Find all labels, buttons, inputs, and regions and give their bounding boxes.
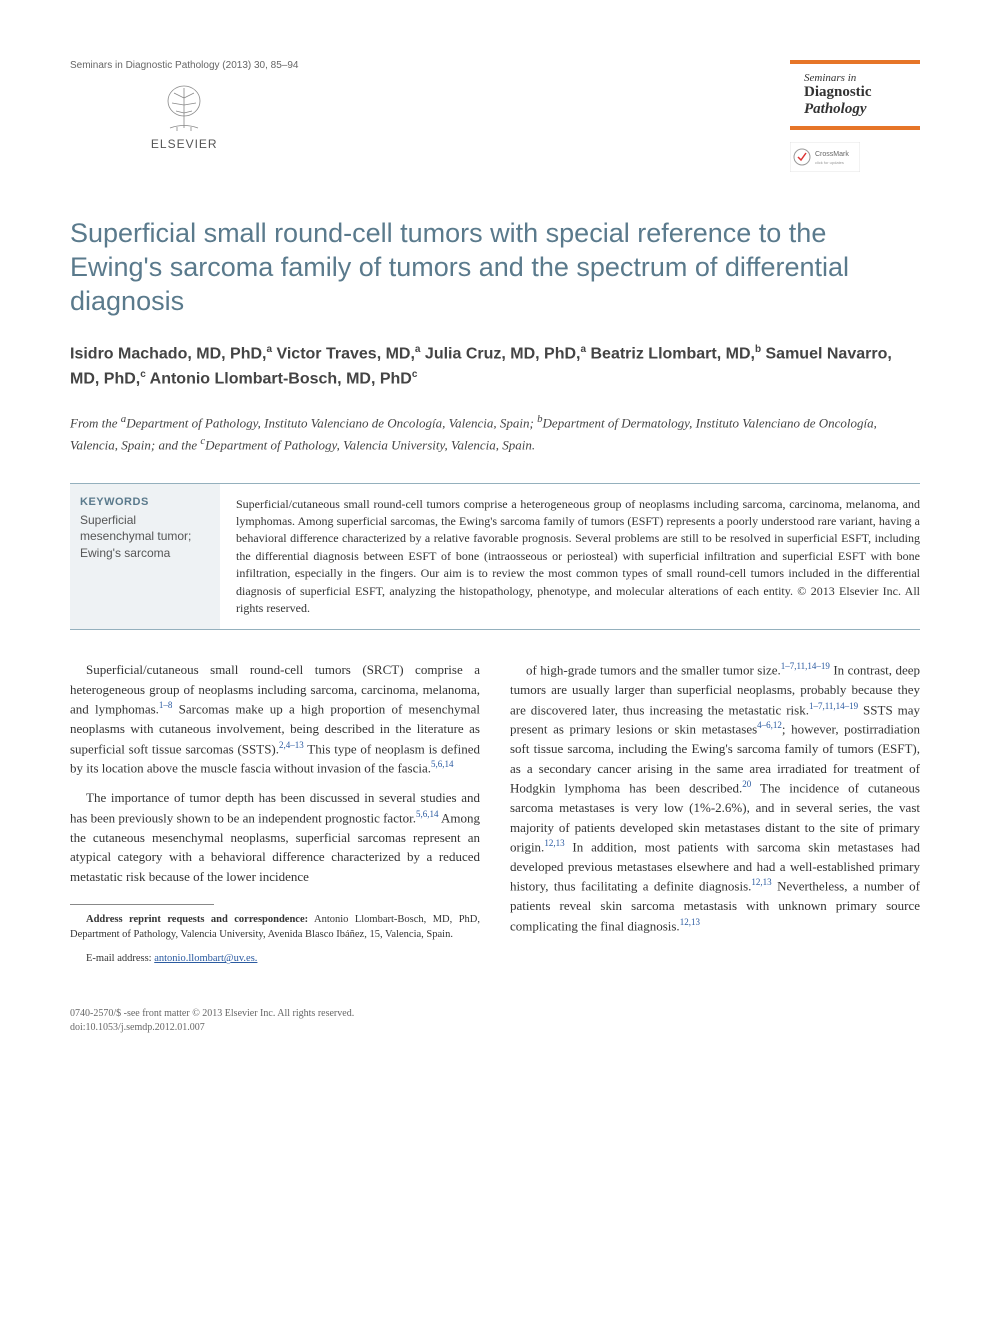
- abstract-text: Superficial/cutaneous small round-cell t…: [220, 484, 920, 630]
- copyright-line: 0740-2570/$ -see front matter © 2013 Els…: [70, 1007, 920, 1021]
- body-columns: Superficial/cutaneous small round-cell t…: [70, 660, 920, 977]
- publisher-block: ELSEVIER: [70, 83, 298, 151]
- journal-title-box: Seminars in Diagnostic Pathology: [790, 60, 920, 130]
- journal-box-line2: Diagnostic: [804, 84, 906, 101]
- crossmark-icon[interactable]: CrossMark click for updates: [790, 142, 860, 172]
- email-label: E-mail address:: [86, 953, 154, 964]
- journal-box-line3: Pathology: [804, 101, 906, 118]
- abstract-block: KEYWORDS Superficial mesenchymal tumor; …: [70, 483, 920, 631]
- doi-line: doi:10.1053/j.semdp.2012.01.007: [70, 1021, 920, 1035]
- elsevier-tree-icon: [162, 83, 207, 133]
- keywords-text: Superficial mesenchymal tumor; Ewing's s…: [70, 512, 206, 562]
- email-footnote: E-mail address: antonio.llombart@uv.es.: [70, 952, 480, 967]
- journal-box-line1: Seminars in: [804, 72, 906, 84]
- keywords-heading: KEYWORDS: [70, 496, 206, 508]
- correspondence-email-link[interactable]: antonio.llombart@uv.es.: [154, 953, 257, 964]
- body-paragraph: The importance of tumor depth has been d…: [70, 788, 480, 886]
- right-column: of high-grade tumors and the smaller tum…: [510, 660, 920, 977]
- journal-reference: Seminars in Diagnostic Pathology (2013) …: [70, 60, 298, 71]
- footnote-rule: [70, 904, 214, 905]
- author-list: Isidro Machado, MD, PhD,a Victor Traves,…: [70, 342, 920, 391]
- svg-text:CrossMark: CrossMark: [815, 151, 849, 158]
- keywords-column: KEYWORDS Superficial mesenchymal tumor; …: [70, 484, 220, 630]
- affiliations: From the aDepartment of Pathology, Insti…: [70, 411, 920, 455]
- publisher-name: ELSEVIER: [151, 137, 218, 151]
- svg-text:click for updates: click for updates: [815, 160, 844, 165]
- correspondence-label: Address reprint requests and corresponde…: [86, 914, 308, 925]
- body-paragraph: of high-grade tumors and the smaller tum…: [510, 660, 920, 935]
- header-right: Seminars in Diagnostic Pathology CrossMa…: [790, 60, 920, 177]
- page-header: Seminars in Diagnostic Pathology (2013) …: [70, 60, 920, 177]
- left-column: Superficial/cutaneous small round-cell t…: [70, 660, 480, 977]
- page-footer: 0740-2570/$ -see front matter © 2013 Els…: [70, 1007, 920, 1035]
- article-title: Superficial small round-cell tumors with…: [70, 217, 920, 318]
- correspondence-footnote: Address reprint requests and corresponde…: [70, 913, 480, 942]
- body-paragraph: Superficial/cutaneous small round-cell t…: [70, 660, 480, 778]
- header-left: Seminars in Diagnostic Pathology (2013) …: [70, 60, 298, 151]
